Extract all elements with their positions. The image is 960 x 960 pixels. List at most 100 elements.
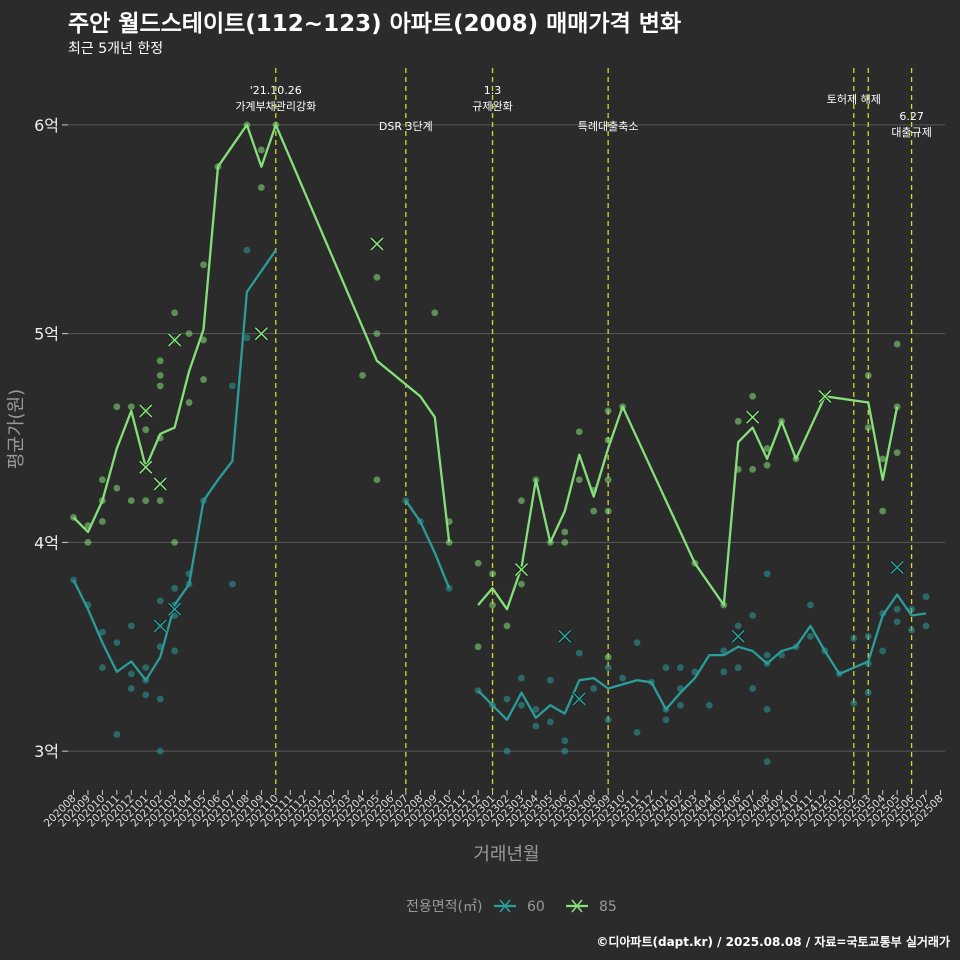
data-point-85 — [763, 461, 771, 469]
data-point-85 — [200, 261, 207, 269]
data-point-60 — [922, 622, 930, 630]
data-point-60 — [662, 716, 670, 724]
data-point-60 — [561, 737, 569, 745]
data-point-85 — [373, 476, 381, 484]
data-point-60 — [633, 639, 641, 646]
data-point-85 — [893, 449, 901, 457]
data-point-60 — [720, 668, 728, 676]
data-point-85 — [373, 330, 381, 338]
data-point-85 — [893, 340, 901, 348]
chart-subtitle: 최근 5개년 한정 — [68, 41, 164, 57]
data-point-85 — [142, 497, 150, 505]
event-label: 토허제 해제 — [827, 92, 881, 106]
data-point-85 — [185, 330, 193, 338]
data-point-60 — [807, 601, 814, 609]
data-point-60 — [156, 597, 164, 605]
y-tick-label: 6억 — [34, 116, 59, 135]
data-point-85 — [864, 372, 872, 379]
data-point-60 — [113, 639, 121, 646]
data-point-60 — [864, 632, 872, 640]
data-point-85 — [561, 539, 569, 546]
legend-label: 85 — [599, 899, 617, 915]
data-point-85 — [474, 643, 482, 651]
data-point-60 — [590, 685, 598, 692]
data-point-60 — [720, 647, 728, 655]
event-label: 대출규제 — [891, 126, 931, 139]
cross-marker-85 — [818, 389, 832, 403]
data-point-85 — [604, 507, 612, 515]
data-point-85 — [879, 507, 887, 515]
data-point-60 — [908, 626, 915, 634]
data-point-60 — [229, 382, 236, 390]
data-point-85 — [171, 539, 179, 546]
cross-marker-85 — [746, 410, 760, 424]
data-point-85 — [156, 497, 164, 505]
cross-marker-60 — [168, 602, 182, 616]
data-point-60 — [763, 651, 771, 659]
data-point-60 — [604, 664, 612, 672]
data-point-60 — [879, 647, 887, 655]
data-point-85 — [200, 336, 207, 344]
data-point-85 — [113, 403, 121, 411]
data-point-85 — [200, 376, 207, 383]
data-point-85 — [156, 357, 164, 365]
data-point-60 — [142, 691, 150, 699]
data-point-85 — [99, 476, 106, 484]
event-label: 특례대출축소 — [578, 120, 639, 133]
event-label: 1.3 — [484, 84, 502, 97]
data-point-60 — [127, 670, 135, 678]
data-point-60 — [850, 699, 858, 707]
data-point-85 — [99, 518, 106, 525]
data-point-85 — [503, 622, 511, 630]
series-line-60 — [404, 500, 451, 589]
data-point-60 — [142, 664, 150, 672]
data-point-85 — [749, 392, 757, 400]
data-point-60 — [156, 747, 164, 755]
data-point-60 — [113, 731, 121, 738]
series-line-85 — [72, 123, 451, 543]
data-point-85 — [474, 559, 482, 567]
legend-label: 60 — [527, 899, 545, 915]
cross-marker-85 — [514, 562, 529, 577]
y-tick-label: 4억 — [34, 533, 59, 552]
data-point-60 — [734, 664, 742, 672]
data-point-85 — [373, 273, 381, 281]
data-point-85 — [156, 382, 164, 390]
cross-marker-60 — [572, 692, 586, 706]
data-point-85 — [604, 407, 612, 415]
data-point-85 — [113, 484, 121, 492]
data-point-85 — [171, 309, 179, 317]
source-caption: ©디아파트(dapt.kr) / 2025.08.08 / 자료=국토교통부 실… — [596, 935, 950, 949]
legend-key-cross — [571, 899, 583, 913]
data-point-85 — [734, 417, 742, 425]
data-point-60 — [532, 722, 540, 730]
data-point-85 — [604, 653, 612, 661]
data-point-60 — [127, 685, 135, 692]
data-point-85 — [142, 426, 150, 434]
data-point-85 — [489, 601, 496, 609]
data-point-60 — [575, 649, 583, 657]
data-point-60 — [156, 695, 164, 703]
data-point-60 — [763, 758, 771, 765]
data-point-60 — [734, 622, 742, 630]
legend-title: 전용면적(㎡) — [406, 899, 482, 915]
event-label: 6.27 — [899, 110, 924, 123]
cross-marker-60 — [558, 629, 572, 643]
event-label: 가계부채관리강화 — [235, 100, 316, 113]
series-line-60 — [72, 249, 277, 682]
data-point-85 — [431, 309, 439, 317]
cross-marker-85 — [139, 460, 153, 474]
data-point-60 — [243, 334, 251, 342]
data-point-85 — [359, 372, 366, 379]
data-point-60 — [763, 706, 771, 713]
data-point-85 — [763, 445, 771, 452]
data-point-85 — [185, 399, 193, 406]
data-point-60 — [604, 716, 612, 724]
data-point-60 — [518, 701, 525, 709]
series-line-85 — [477, 395, 899, 611]
data-point-85 — [575, 428, 583, 436]
data-point-60 — [922, 593, 930, 601]
data-point-60 — [243, 246, 251, 254]
cross-marker-85 — [254, 327, 268, 341]
data-point-60 — [546, 718, 554, 726]
